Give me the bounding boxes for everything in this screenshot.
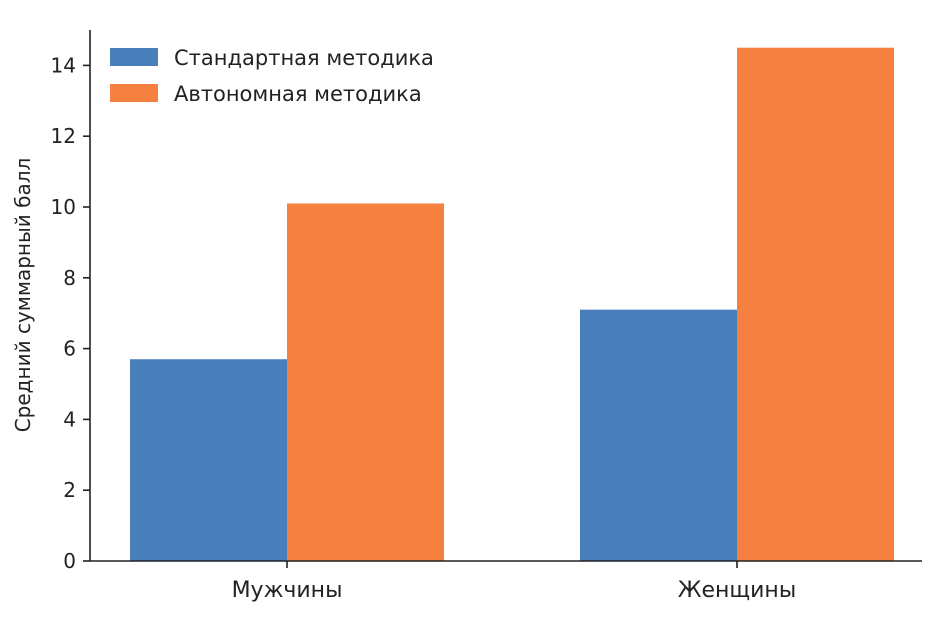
y-axis-label: Средний суммарный балл	[11, 158, 35, 433]
bar-autonomous-women	[737, 47, 894, 561]
bar-standard-men	[130, 359, 287, 561]
y-tick-label: 8	[63, 266, 76, 290]
legend-label: Автономная методика	[174, 82, 422, 106]
x-labels: Мужчины Женщины	[232, 561, 796, 603]
y-tick-label: 10	[51, 195, 76, 219]
y-tick-label: 12	[51, 124, 76, 148]
axes	[89, 30, 922, 562]
y-tick-label: 0	[63, 549, 76, 573]
legend: Стандартная методика Автономная методика	[110, 46, 434, 106]
bar-autonomous-men	[287, 203, 444, 561]
y-ticks: 0 2 4 6 8 10 12 14	[51, 53, 90, 573]
y-tick-label: 2	[63, 478, 76, 502]
x-tick-label: Женщины	[678, 578, 796, 603]
y-tick-label: 14	[51, 53, 76, 77]
legend-swatch	[110, 84, 158, 102]
legend-label: Стандартная методика	[174, 46, 434, 70]
y-tick-label: 6	[63, 337, 76, 361]
legend-swatch	[110, 48, 158, 66]
plot-bars	[130, 47, 894, 561]
x-tick-label: Мужчины	[232, 578, 343, 603]
y-tick-label: 4	[63, 407, 76, 431]
bar-standard-women	[580, 309, 737, 561]
